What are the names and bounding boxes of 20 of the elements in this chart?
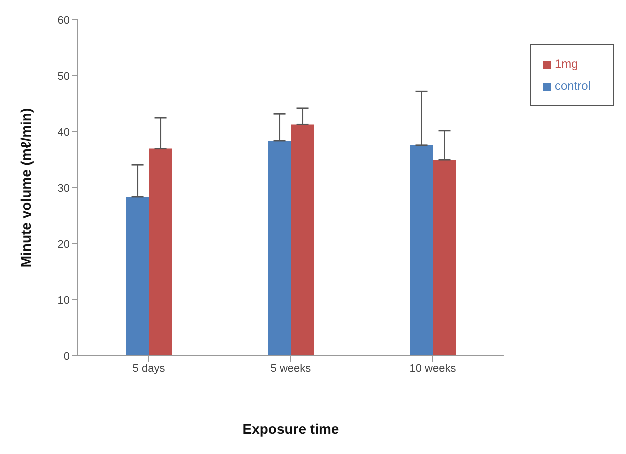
bar xyxy=(291,124,314,356)
y-axis-title: Minute volume (mℓ/min) xyxy=(18,108,34,268)
y-tick-label: 0 xyxy=(64,350,70,363)
bar xyxy=(126,196,150,356)
y-tick-label: 50 xyxy=(58,70,70,83)
x-axis-title: Exposure time xyxy=(242,421,340,437)
bar xyxy=(410,145,434,356)
x-tick-label: 5 weeks xyxy=(270,362,312,375)
x-tick-label: 10 weeks xyxy=(410,362,457,375)
y-tick-label: 60 xyxy=(58,14,70,27)
x-tick-label: 5 days xyxy=(132,362,166,375)
y-tick-label: 10 xyxy=(58,294,70,307)
bar xyxy=(149,148,172,356)
y-tick-label: 20 xyxy=(58,238,70,251)
y-tick-label: 40 xyxy=(58,126,70,139)
legend-label: 1mg xyxy=(554,57,578,71)
bar xyxy=(268,140,292,356)
y-tick-label: 30 xyxy=(58,182,70,195)
bar xyxy=(433,160,456,356)
legend-label: control xyxy=(554,79,591,93)
